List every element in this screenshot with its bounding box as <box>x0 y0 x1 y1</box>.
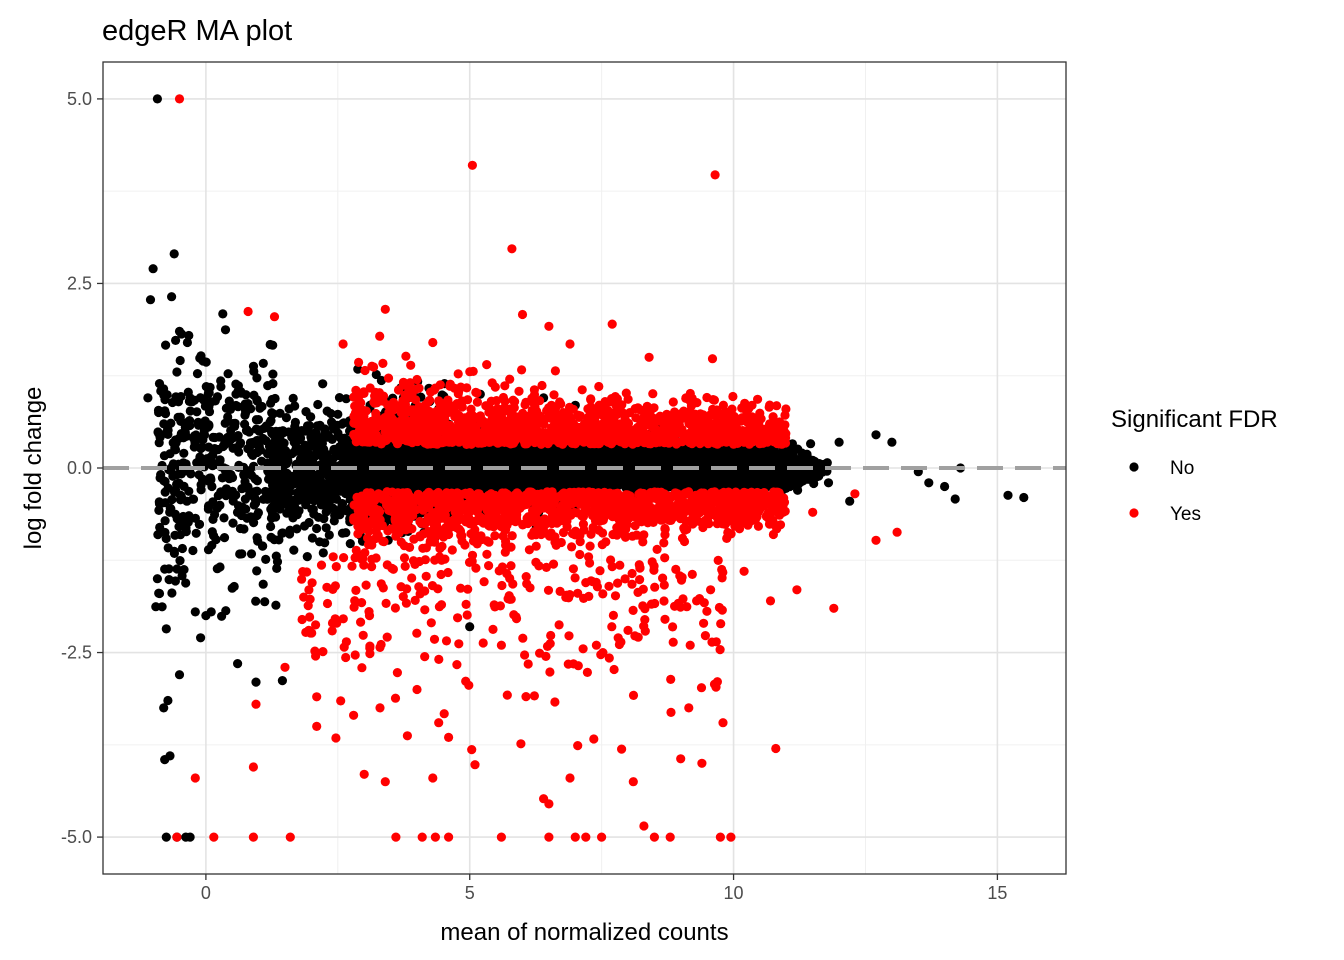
point-no <box>788 450 798 460</box>
point-no <box>806 439 816 449</box>
point-no <box>685 471 695 481</box>
chart-title: edgeR MA plot <box>102 15 292 47</box>
point-no <box>577 471 587 481</box>
point-no <box>619 457 629 467</box>
point-no <box>484 469 494 479</box>
point-no <box>822 458 832 468</box>
